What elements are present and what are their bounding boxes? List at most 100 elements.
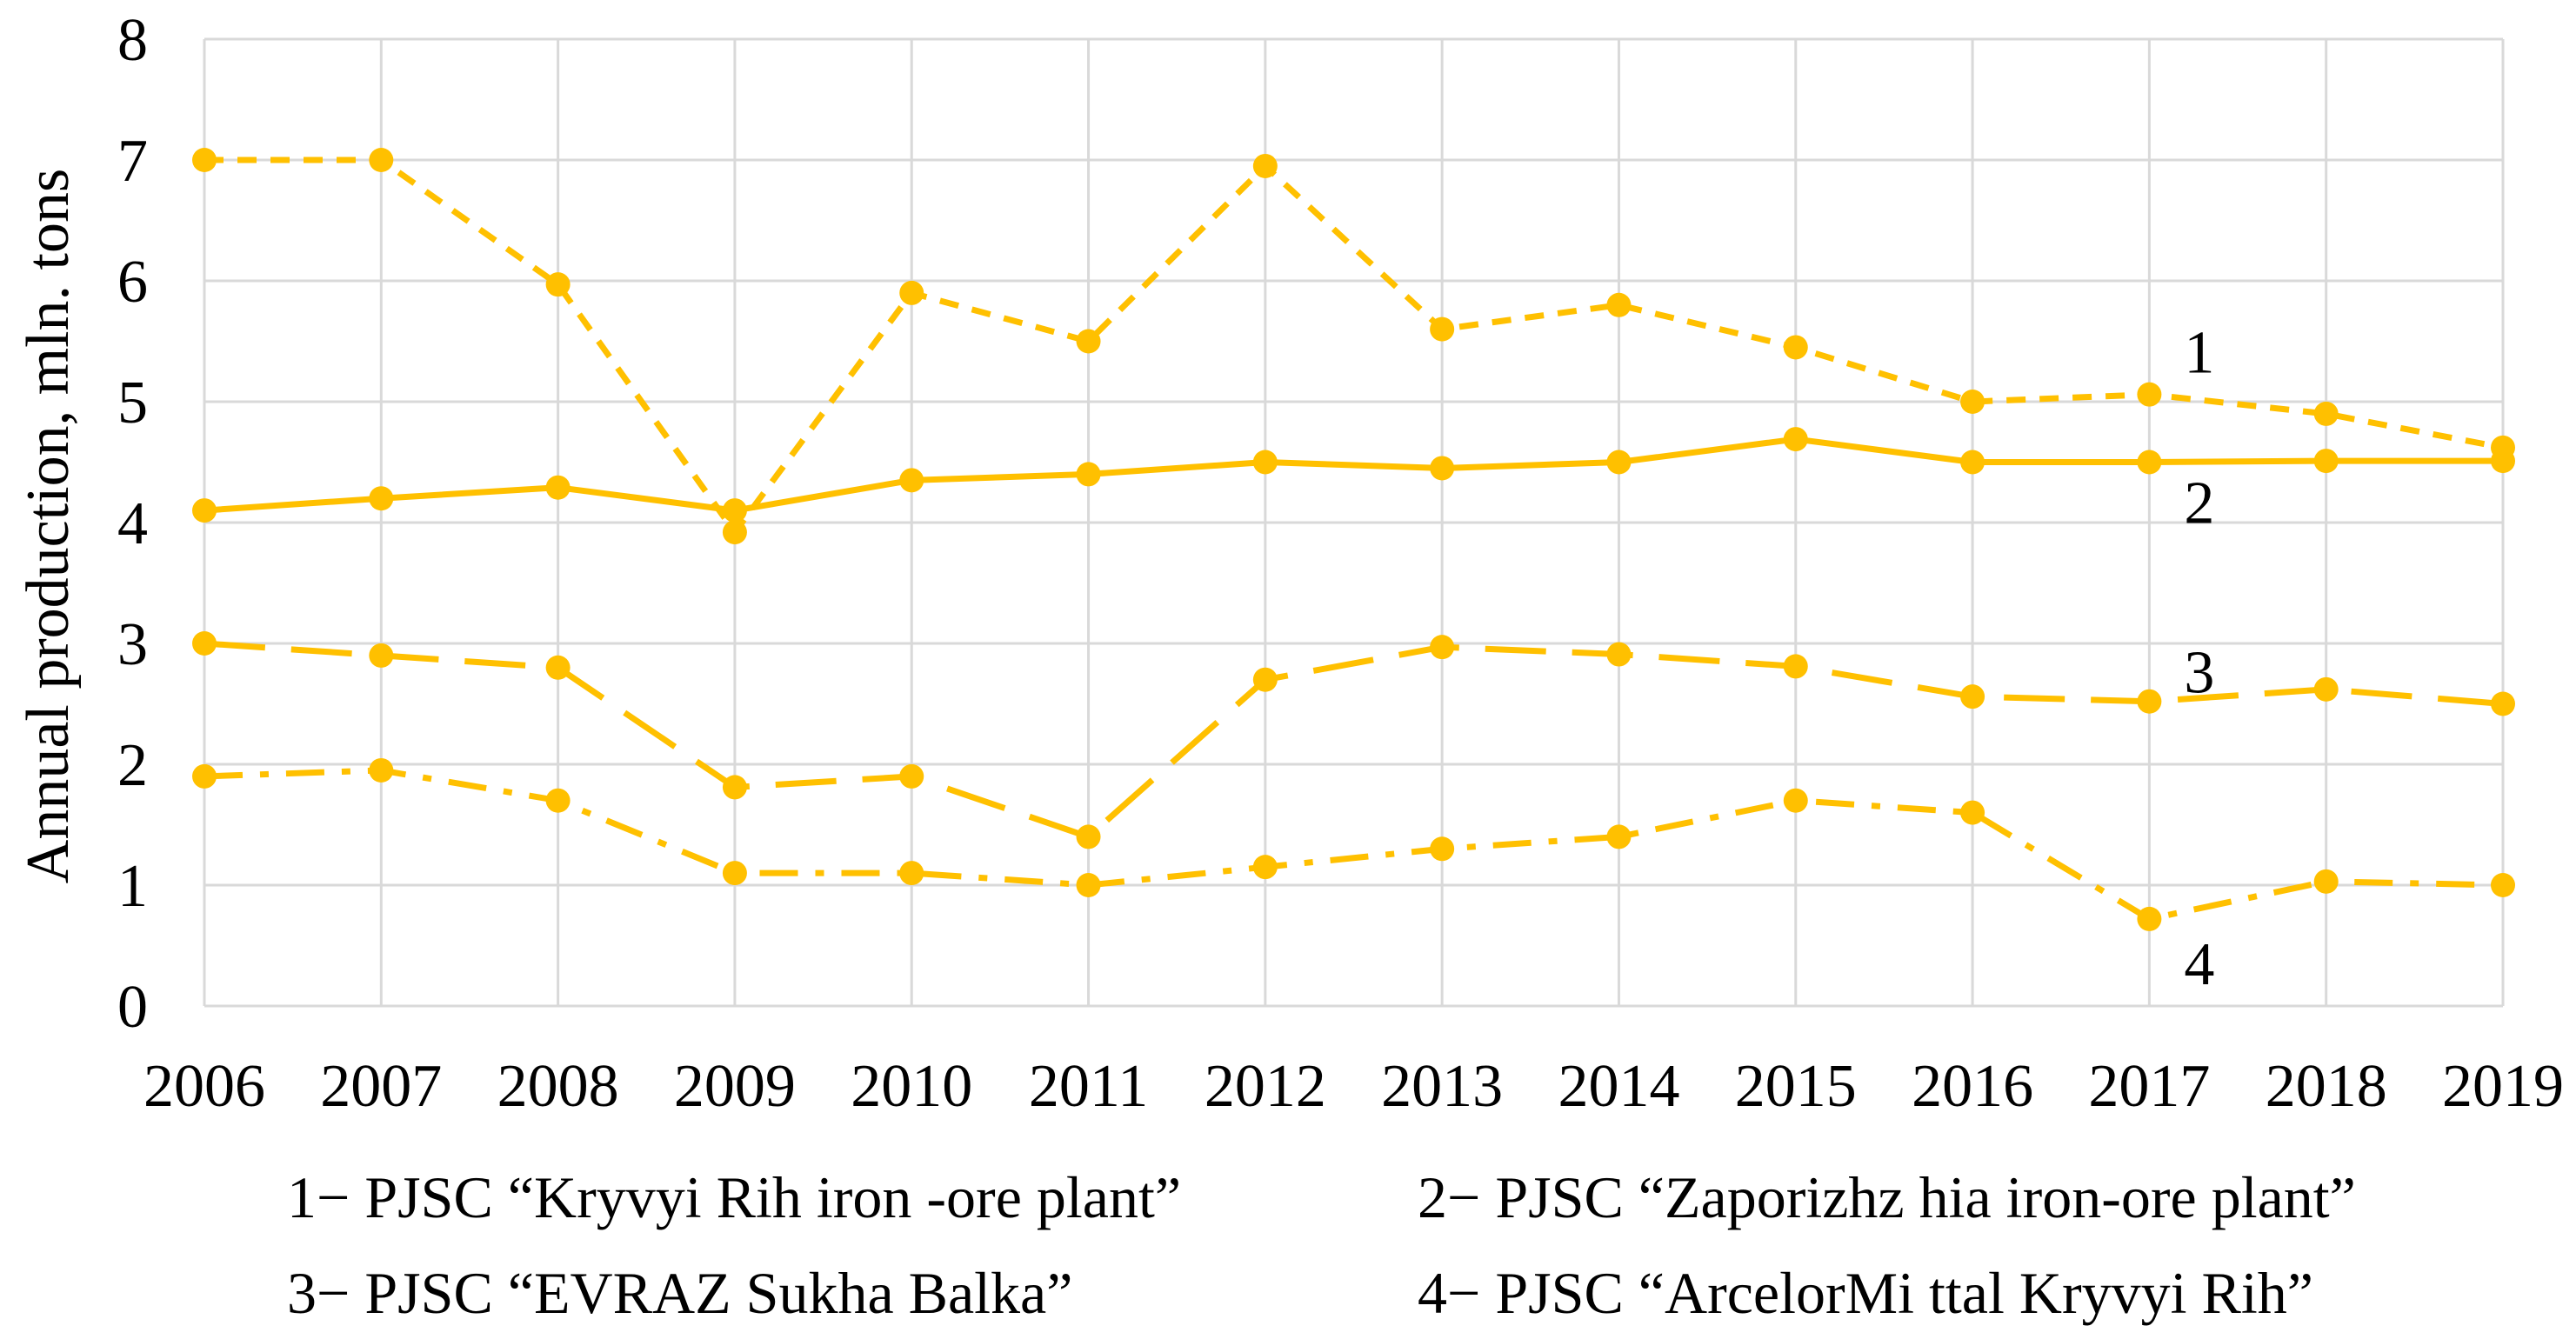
x-tick-label: 2017 [2088,1053,2210,1120]
data-point [1960,450,1985,475]
x-tick-label: 2013 [1381,1053,1503,1120]
data-point [1960,390,1985,414]
y-tick-label: 7 [117,128,148,195]
y-tick-label: 1 [117,853,148,920]
series-line-1 [204,157,2504,536]
data-point [1430,635,1455,660]
data-point [545,655,571,680]
data-point [722,775,747,800]
legend: 1− PJSC “Kryvyi Rih iron -ore plant” 2− … [287,1164,2356,1326]
data-point [1252,153,1278,178]
data-point [2491,691,2515,716]
data-point [2491,873,2515,897]
data-point [722,520,747,545]
data-point [2137,906,2162,931]
data-point [722,861,747,886]
data-point [899,468,924,493]
data-point [192,148,217,172]
legend-item-2: 2− PJSC “Zaporizhz hia iron-ore plant” [1418,1164,2356,1230]
series-number-label: 2 [2184,470,2214,537]
y-tick-label: 5 [117,370,148,436]
data-point [192,631,217,656]
x-tick-label: 2014 [1558,1053,1679,1120]
x-tick-label: 2009 [674,1053,796,1120]
data-point [2313,449,2339,474]
data-point [899,861,924,886]
data-point [545,788,571,813]
data-point [545,475,571,500]
series-line-3 [204,640,2504,840]
data-point [2137,450,2162,475]
legend-item-4: 4− PJSC “ArcelorMi ttal Kryvyi Rih” [1418,1260,2313,1326]
data-point [1076,462,1101,487]
data-point [1606,642,1632,667]
series-number-label: 3 [2184,640,2214,707]
x-tick-label: 2015 [1735,1053,1857,1120]
data-point [369,148,394,172]
x-tick-label: 2008 [497,1053,619,1120]
data-point [1783,788,1808,813]
data-point [1430,836,1455,862]
data-point [1783,654,1808,679]
data-point [1606,292,1632,317]
y-tick-label: 2 [117,732,148,799]
x-tick-label: 2007 [320,1053,442,1120]
series-number-label: 4 [2184,931,2214,998]
y-tick-label: 8 [117,7,148,74]
y-axis-ticks: 0 1 2 3 4 5 6 7 8 [117,7,148,1041]
x-tick-label: 2011 [1029,1053,1148,1120]
data-point [1076,873,1101,897]
series-3 [192,631,2515,849]
data-point [1430,456,1455,481]
data-point [1960,684,1985,709]
series-1 [192,148,2515,545]
data-point [192,763,217,789]
legend-item-3: 3− PJSC “EVRAZ Sukha Balka” [287,1260,1072,1326]
data-point [1076,329,1101,354]
data-point [369,757,394,783]
series-2 [192,427,2515,523]
data-point [899,763,924,789]
y-tick-label: 6 [117,249,148,316]
x-axis-ticks: 2006 2007 2008 2009 2010 2011 2012 2013 2014 2015… [143,1053,2564,1120]
x-tick-label: 2010 [851,1053,972,1120]
data-point [2313,401,2339,426]
y-axis-label: Annual production, mln. tons [15,169,82,883]
series-line-4 [204,767,2504,923]
x-tick-label: 2006 [143,1053,265,1120]
data-point [2491,449,2515,474]
data-point [1783,427,1808,452]
data-point [369,643,394,668]
data-point [2137,382,2162,407]
data-point [2137,689,2162,714]
data-point [899,280,924,305]
data-point [2313,869,2339,894]
y-tick-label: 3 [117,611,148,678]
series-line-2 [204,436,2503,514]
data-point [1783,335,1808,360]
x-tick-label: 2016 [1912,1053,2033,1120]
data-point [1252,667,1278,692]
x-tick-label: 2012 [1205,1053,1326,1120]
data-point [722,498,747,523]
y-tick-label: 0 [117,974,148,1041]
series-lines [192,148,2515,931]
data-point [545,272,571,297]
data-point [1430,316,1455,342]
series-number-labels: 1 2 3 4 [2184,320,2214,998]
y-tick-label: 4 [117,490,148,557]
x-tick-label: 2019 [2442,1053,2564,1120]
data-point [192,498,217,523]
series-number-label: 1 [2184,320,2214,387]
data-point [1606,450,1632,475]
data-point [369,486,394,511]
x-tick-label: 2018 [2266,1053,2387,1120]
data-point [1076,824,1101,849]
data-point [1252,450,1278,475]
legend-item-1: 1− PJSC “Kryvyi Rih iron -ore plant” [287,1164,1181,1230]
data-point [1252,855,1278,880]
data-point [1960,800,1985,825]
data-point [1606,824,1632,849]
data-point [2313,676,2339,702]
